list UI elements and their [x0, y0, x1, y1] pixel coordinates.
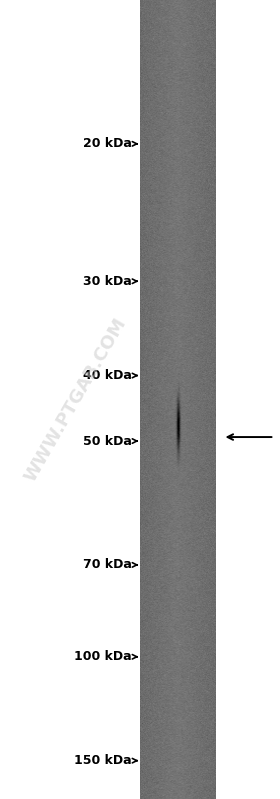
- Text: WWW.PTGAB.COM: WWW.PTGAB.COM: [21, 314, 130, 485]
- Text: 150 kDa: 150 kDa: [74, 754, 132, 767]
- Text: 40 kDa: 40 kDa: [83, 369, 132, 382]
- Text: 100 kDa: 100 kDa: [74, 650, 132, 663]
- Text: 30 kDa: 30 kDa: [83, 275, 132, 288]
- Text: 70 kDa: 70 kDa: [83, 559, 132, 571]
- Text: 20 kDa: 20 kDa: [83, 137, 132, 150]
- Text: 50 kDa: 50 kDa: [83, 435, 132, 447]
